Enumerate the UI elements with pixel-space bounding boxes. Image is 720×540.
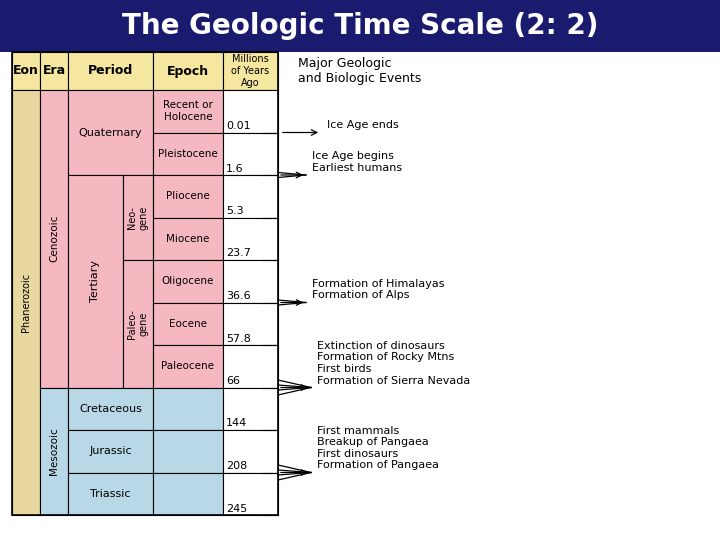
Bar xyxy=(40,90,68,388)
Bar xyxy=(153,430,223,472)
Text: 144: 144 xyxy=(226,418,247,429)
Bar xyxy=(153,388,223,430)
Bar xyxy=(153,218,223,260)
Text: Era: Era xyxy=(42,64,66,78)
Text: 66: 66 xyxy=(226,376,240,386)
Bar xyxy=(68,175,123,388)
Bar xyxy=(12,90,40,515)
Text: Pliocene: Pliocene xyxy=(166,191,210,201)
Text: Period: Period xyxy=(88,64,133,78)
Bar xyxy=(223,472,278,515)
Text: Eocene: Eocene xyxy=(169,319,207,329)
Text: Mesozoic: Mesozoic xyxy=(49,427,59,475)
Bar xyxy=(68,472,153,515)
Text: Triassic: Triassic xyxy=(90,489,131,499)
Text: Jurassic: Jurassic xyxy=(89,446,132,456)
Text: Pleistocene: Pleistocene xyxy=(158,148,218,159)
Text: Cenozoic: Cenozoic xyxy=(49,215,59,262)
Bar xyxy=(153,132,223,175)
Bar xyxy=(12,52,278,515)
Text: Phanerozoic: Phanerozoic xyxy=(21,273,31,332)
Bar xyxy=(68,388,153,430)
Text: Ice Age begins
Earliest humans: Ice Age begins Earliest humans xyxy=(312,151,402,173)
Bar xyxy=(153,260,223,302)
Text: First mammals
Breakup of Pangaea
First dinosaurs
Formation of Pangaea: First mammals Breakup of Pangaea First d… xyxy=(317,426,439,470)
Bar xyxy=(153,90,223,132)
Bar xyxy=(40,388,68,515)
Bar xyxy=(12,52,40,90)
Text: 0.01: 0.01 xyxy=(226,121,251,131)
Bar xyxy=(223,175,278,218)
Text: Formation of Himalayas
Formation of Alps: Formation of Himalayas Formation of Alps xyxy=(312,279,444,300)
Text: Paleocene: Paleocene xyxy=(161,361,215,372)
Bar xyxy=(223,52,278,90)
Bar xyxy=(223,388,278,430)
Bar xyxy=(40,52,68,90)
Text: Eon: Eon xyxy=(13,64,39,78)
Text: Miocene: Miocene xyxy=(166,234,210,244)
Text: 57.8: 57.8 xyxy=(226,334,251,343)
Text: Recent or
Holocene: Recent or Holocene xyxy=(163,100,213,122)
Bar xyxy=(223,90,278,132)
Bar xyxy=(223,430,278,472)
Text: Neo-
gene: Neo- gene xyxy=(127,205,149,229)
Text: 5.3: 5.3 xyxy=(226,206,243,216)
Text: Ice Age ends: Ice Age ends xyxy=(327,120,399,131)
Bar xyxy=(153,302,223,345)
Bar xyxy=(223,260,278,302)
Text: The Geologic Time Scale (2: 2): The Geologic Time Scale (2: 2) xyxy=(122,12,598,40)
Text: 245: 245 xyxy=(226,503,247,514)
Text: 208: 208 xyxy=(226,461,247,471)
Text: 1.6: 1.6 xyxy=(226,164,243,173)
Bar xyxy=(223,302,278,345)
Bar xyxy=(123,260,153,388)
Bar xyxy=(223,218,278,260)
Bar xyxy=(153,52,223,90)
Text: Major Geologic
and Biologic Events: Major Geologic and Biologic Events xyxy=(298,57,421,85)
Bar xyxy=(223,132,278,175)
Bar xyxy=(68,430,153,472)
Text: Tertiary: Tertiary xyxy=(91,260,101,302)
Text: 36.6: 36.6 xyxy=(226,291,251,301)
Bar xyxy=(68,52,153,90)
Text: 23.7: 23.7 xyxy=(226,248,251,259)
Bar xyxy=(68,90,153,175)
Text: Quaternary: Quaternary xyxy=(78,127,143,138)
Bar xyxy=(0,0,720,52)
Text: Epoch: Epoch xyxy=(167,64,209,78)
Text: Paleo-
gene: Paleo- gene xyxy=(127,309,149,339)
Bar xyxy=(223,345,278,388)
Text: Extinction of dinosaurs
Formation of Rocky Mtns
First birds
Formation of Sierra : Extinction of dinosaurs Formation of Roc… xyxy=(317,341,470,386)
Bar xyxy=(153,175,223,218)
Bar xyxy=(123,175,153,260)
Bar xyxy=(153,472,223,515)
Text: Cretaceous: Cretaceous xyxy=(79,404,142,414)
Bar xyxy=(153,345,223,388)
Text: Oligocene: Oligocene xyxy=(162,276,214,286)
Text: Millions
of Years
Ago: Millions of Years Ago xyxy=(231,55,269,87)
